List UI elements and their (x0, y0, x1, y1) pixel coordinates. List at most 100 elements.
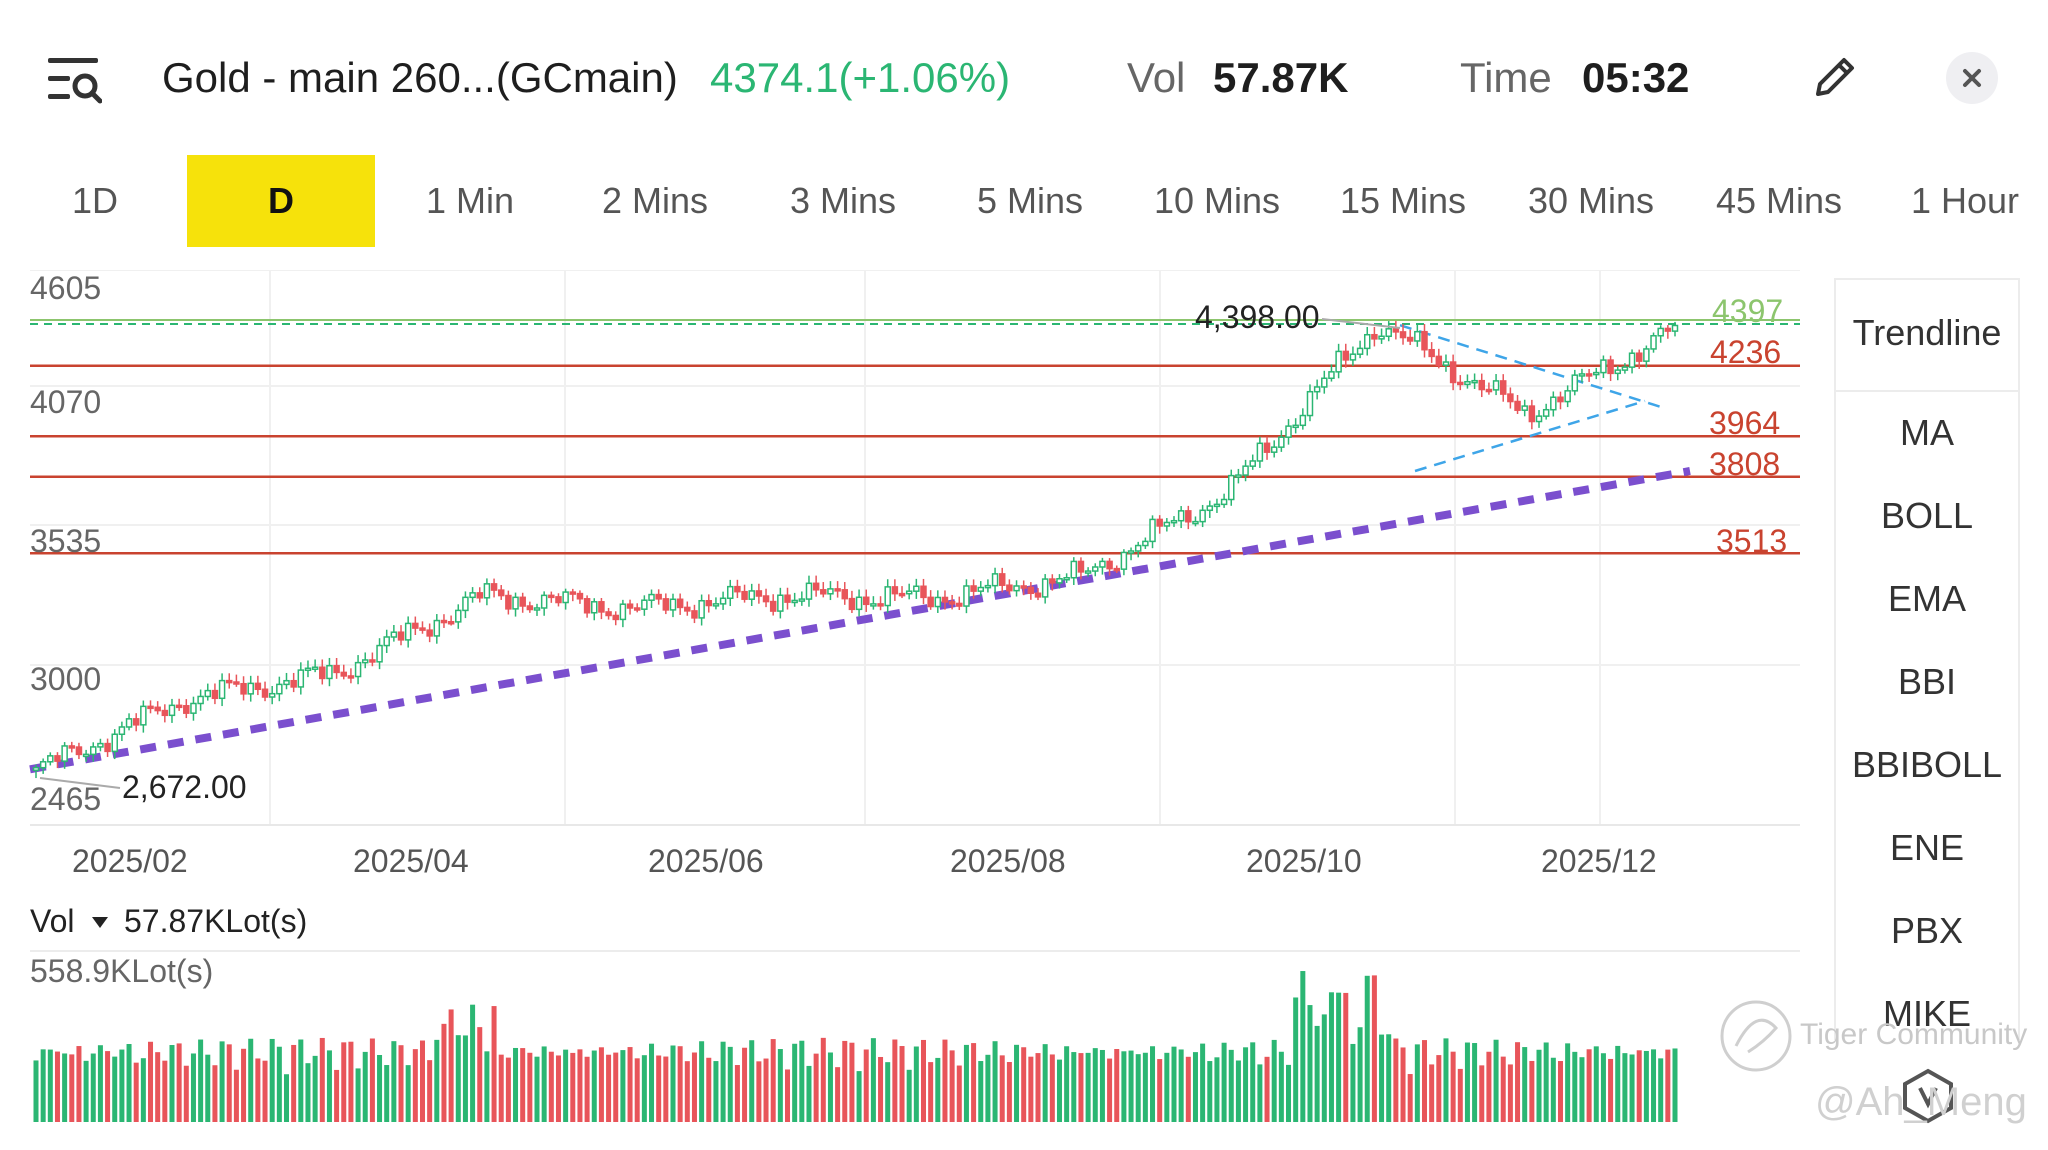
candle-body (1607, 359, 1614, 375)
candle-body (676, 598, 684, 609)
volume-bar (1064, 1046, 1070, 1122)
volume-bar (913, 1046, 919, 1122)
tab-d[interactable]: D (187, 155, 375, 247)
candle-body (791, 599, 798, 604)
candle-body (404, 622, 412, 641)
volume-bar (283, 1074, 290, 1122)
indicator-bbi[interactable]: BBI (1897, 661, 1957, 702)
candle-body (1442, 361, 1450, 366)
candle-body (140, 705, 147, 726)
volume-bar (1393, 1038, 1399, 1122)
indicator-bbiboll[interactable]: BBIBOLL (1851, 744, 2003, 785)
volume-bar (870, 1038, 876, 1122)
candle-body (419, 627, 426, 631)
tab-5-mins[interactable]: 5 Mins (976, 180, 1084, 221)
tab-10-mins[interactable]: 10 Mins (1153, 180, 1281, 221)
high-pointer (1321, 318, 1401, 329)
candle-body (540, 594, 548, 609)
volume-dropdown-icon[interactable] (92, 917, 108, 928)
candle-body (261, 688, 269, 698)
volume-bar (405, 1065, 411, 1122)
candle-body (1635, 352, 1643, 362)
volume-bar (1565, 1043, 1571, 1122)
volume-bar (484, 1051, 490, 1122)
candle-body (870, 603, 877, 607)
volume-bar (1235, 1060, 1241, 1122)
instrument-title[interactable]: Gold - main 260...(GCmain) (162, 54, 678, 101)
edit-button[interactable] (1808, 52, 1860, 104)
candle-body (855, 596, 863, 611)
tab-3-mins[interactable]: 3 Mins (789, 180, 897, 221)
candle-body (1643, 348, 1650, 362)
volume-bar (1314, 1025, 1320, 1122)
candle-body (655, 593, 662, 600)
volume-bar (799, 1040, 805, 1122)
candle-body (662, 598, 670, 611)
y-tick-2465: 2465 (30, 781, 101, 817)
indicator-trendline[interactable]: Trendline (1836, 280, 2018, 392)
volume-bar (434, 1039, 440, 1122)
candle-body (1363, 333, 1371, 350)
volume-max: 558.9KLot(s) (30, 953, 213, 989)
volume-bar (40, 1049, 46, 1122)
candle-body (1292, 424, 1299, 429)
volume-bar (1071, 1052, 1077, 1122)
indicator-ema[interactable]: EMA (1887, 578, 1966, 619)
volume-bars (33, 971, 1678, 1122)
indicator-ene[interactable]: ENE (1889, 827, 1965, 868)
candle-body (61, 745, 68, 762)
candle-body (125, 718, 133, 728)
indicator-ma[interactable]: MA (1900, 412, 1954, 453)
tab-30-mins[interactable]: 30 Mins (1527, 180, 1655, 221)
volume-bar (176, 1043, 182, 1122)
volume-bar (226, 1044, 232, 1122)
volume-bar (920, 1039, 926, 1122)
volume-bar (1135, 1054, 1141, 1122)
volume-bar (112, 1056, 118, 1122)
candlestick-chart[interactable]: 4605 4070 3535 3000 2465 2025/02 2025/04… (0, 270, 1820, 1150)
indicator-pbx[interactable]: PBX (1890, 910, 1964, 951)
volume-bar (369, 1038, 375, 1122)
indicator-boll[interactable]: BOLL (1880, 495, 1974, 536)
candle-body (605, 611, 612, 617)
candle-body (984, 584, 992, 589)
volume-bar (205, 1054, 211, 1122)
volume-bar (1486, 1051, 1492, 1122)
tab-1-min[interactable]: 1 Min (425, 180, 515, 221)
tab-15-mins[interactable]: 15 Mins (1339, 180, 1467, 221)
volume-bar (606, 1054, 612, 1122)
candle-body (426, 629, 433, 637)
volume-bar (377, 1054, 383, 1122)
candle-body (1521, 405, 1528, 411)
low-annotation: 2,672.00 (122, 769, 247, 805)
tab-1-hour[interactable]: 1 Hour (1910, 180, 2020, 221)
candle-body (1235, 474, 1242, 478)
volume-bar (1157, 1059, 1163, 1122)
candle-body (390, 631, 398, 638)
candle-body (1328, 371, 1335, 380)
tab-2-mins[interactable]: 2 Mins (601, 180, 709, 221)
x-tick-2025-08: 2025/08 (950, 843, 1066, 879)
y-tick-4070: 4070 (30, 384, 101, 420)
candle-body (1600, 359, 1607, 374)
tab-1d[interactable]: 1D (71, 180, 119, 221)
candle-body (562, 591, 569, 604)
close-button[interactable] (1946, 52, 1998, 104)
volume-bar (1658, 1058, 1664, 1122)
volume-bar (1636, 1050, 1642, 1122)
menu-search-button[interactable] (48, 56, 103, 104)
volume-bar (1414, 1044, 1420, 1122)
volume-bar (1629, 1054, 1635, 1122)
indicator-mike[interactable]: MIKE (1882, 993, 1971, 1034)
candle-body (1113, 567, 1120, 572)
chart-header: Gold - main 260...(GCmain) 4374.1(+1.06%… (0, 0, 2048, 150)
candle-body (483, 583, 491, 599)
candle-body (834, 588, 841, 592)
volume-bar (1321, 1014, 1327, 1122)
tab-45-mins[interactable]: 45 Mins (1715, 180, 1843, 221)
volume-bar (963, 1044, 969, 1122)
candle-body (1127, 550, 1135, 554)
candle-body (1256, 442, 1264, 462)
volume-bar (849, 1042, 855, 1122)
volume-bar (419, 1040, 425, 1122)
